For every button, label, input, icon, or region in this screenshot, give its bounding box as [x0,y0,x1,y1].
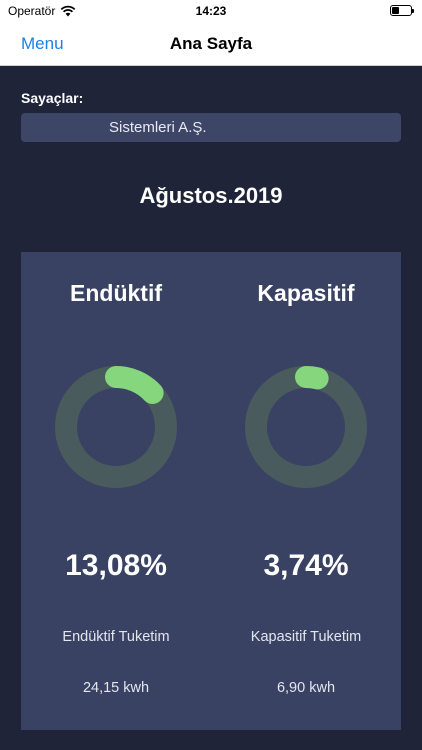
navigation-bar: Menu Ana Sayfa [0,22,422,66]
capacitive-percentage: 3,74% [263,549,349,582]
status-bar: Operatör 14:23 [0,0,422,22]
inductive-heading: Endüktif [70,280,162,306]
consumption-panel: Endüktif 13,08% Endüktif Tuketim 24,15 k… [21,252,401,730]
capacitive-card: Kapasitif 3,74% Kapasitif Tuketim 6,90 k… [211,252,401,730]
clock: 14:23 [195,4,227,18]
capacitive-ring-chart [245,366,367,488]
capacitive-consumption-label: Kapasitif Tuketim [250,629,362,645]
capacitive-ring-track [245,366,367,488]
meter-selected-value: Sistemleri A.Ş. [109,119,207,136]
inductive-card: Endüktif 13,08% Endüktif Tuketim 24,15 k… [21,252,211,730]
menu-button[interactable]: Menu [21,34,64,53]
carrier-info: Operatör [8,4,76,18]
capacitive-heading: Kapasitif [257,280,355,306]
wifi-icon [61,5,76,17]
inductive-consumption-value: 24,15 kwh [82,680,150,696]
meter-selector[interactable]: Sistemleri A.Ş. [21,113,401,142]
inductive-consumption-label: Endüktif Tuketim [62,629,170,645]
carrier-name: Operatör [8,4,56,18]
capacitive-ring-progress [295,366,329,390]
meters-label: Sayaçlar: [21,90,84,106]
inductive-ring-progress [105,366,164,404]
battery-icon [390,5,414,16]
period-label: Ağustos.2019 [139,183,283,208]
inductive-ring-chart [55,366,177,488]
inductive-percentage: 13,08% [65,549,167,582]
capacitive-consumption-value: 6,90 kwh [276,680,336,696]
